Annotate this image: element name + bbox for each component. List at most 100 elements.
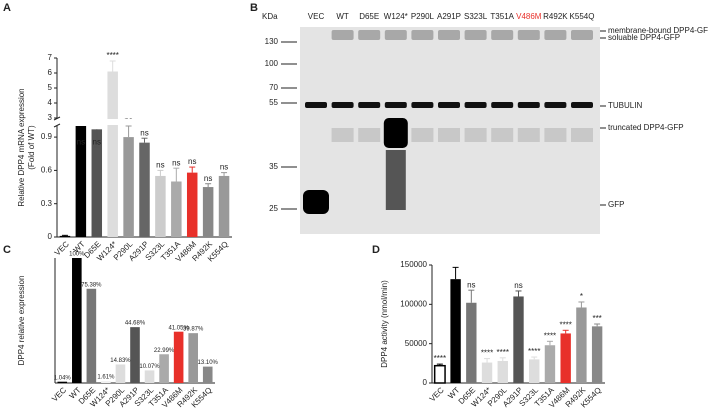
tubulin-band xyxy=(491,102,514,108)
dpp4-band xyxy=(358,30,381,40)
value-label: 100% xyxy=(69,252,85,258)
bar xyxy=(529,359,540,383)
bar xyxy=(123,137,134,237)
value-label: 10.07% xyxy=(139,364,160,370)
bar xyxy=(544,345,556,383)
lane-label: W124* xyxy=(384,12,408,21)
bar xyxy=(481,362,493,383)
bar xyxy=(91,129,103,237)
significance: ns xyxy=(188,157,196,166)
y-axis-label: DPP4 activity (nmol/min) xyxy=(380,280,389,368)
marker-label: 25 xyxy=(269,204,278,213)
dpp4-band xyxy=(517,30,540,40)
tubulin-band xyxy=(331,102,354,108)
y-axis-label: DPP4 relative expression xyxy=(17,276,26,366)
lane-label: P290L xyxy=(411,12,435,21)
dpp4-band xyxy=(491,30,514,40)
tubulin-band xyxy=(384,102,407,108)
value-label: 44.68% xyxy=(125,321,146,327)
bar xyxy=(450,279,461,383)
lane-label: D65E xyxy=(359,12,379,21)
tubulin-band xyxy=(517,102,540,108)
value-label: 1.61% xyxy=(97,375,115,381)
significance: **** xyxy=(497,348,509,357)
dpp4-band xyxy=(331,30,354,40)
blot-unit: KDa xyxy=(262,12,278,21)
bar xyxy=(159,354,169,383)
bar xyxy=(75,126,87,237)
bar xyxy=(202,187,214,237)
marker-label: 70 xyxy=(269,83,278,92)
band-label: membrane-bound DPP4-GFP xyxy=(608,26,708,35)
x-tick-label: VEC xyxy=(50,385,68,403)
significance: **** xyxy=(106,51,118,60)
marker-label: 55 xyxy=(269,98,278,107)
significance: **** xyxy=(528,347,540,356)
lane-label: WT xyxy=(336,12,349,21)
band-label: TUBULIN xyxy=(608,101,642,110)
y-tick-label: 0.3 xyxy=(41,199,53,208)
bar xyxy=(560,333,571,383)
tubulin-band xyxy=(438,102,460,108)
significance: ns xyxy=(156,161,164,170)
bar xyxy=(186,172,198,237)
bar xyxy=(433,364,446,384)
bar xyxy=(576,307,587,383)
smear xyxy=(491,128,514,142)
tubulin-band xyxy=(544,102,567,108)
bar xyxy=(72,258,82,383)
tubulin-band xyxy=(571,102,593,108)
significance: ns xyxy=(77,137,85,146)
bar xyxy=(59,235,71,237)
value-label: 1.04% xyxy=(54,375,72,381)
smear xyxy=(411,128,434,142)
y-tick-label: 6 xyxy=(48,68,53,77)
lane-label: T351A xyxy=(490,12,514,21)
significance: ns xyxy=(514,281,522,290)
tubulin-band xyxy=(305,102,327,108)
lane-label: VEC xyxy=(308,12,325,21)
smear xyxy=(438,128,460,142)
value-label: 13.10% xyxy=(198,360,219,366)
significance: *** xyxy=(592,314,601,323)
bar xyxy=(130,327,140,383)
smear xyxy=(544,128,567,142)
value-label: 75.38% xyxy=(81,282,102,288)
bar xyxy=(591,326,603,383)
lane-label: R492K xyxy=(543,12,568,21)
significance: ns xyxy=(140,128,148,137)
y-tick-label: 150000 xyxy=(400,260,427,269)
tubulin-band xyxy=(411,102,434,108)
significance: **** xyxy=(559,320,571,329)
bar xyxy=(86,288,97,383)
smear xyxy=(464,128,487,142)
value-label: 41.05% xyxy=(168,325,189,331)
panel-label: D xyxy=(372,244,380,256)
dpp4-band xyxy=(438,30,460,40)
dpp4-band xyxy=(544,30,567,40)
bar xyxy=(144,370,155,383)
significance: ns xyxy=(204,174,212,183)
bar xyxy=(155,175,166,237)
truncated-band xyxy=(383,118,408,148)
y-axis-label: (Fold of WT) xyxy=(27,125,36,170)
significance: * xyxy=(580,292,583,301)
value-label: 22.99% xyxy=(154,348,175,354)
bar xyxy=(171,181,182,237)
gfp-band xyxy=(303,190,329,214)
bar xyxy=(188,333,198,383)
y-tick-label: 0.9 xyxy=(41,132,53,141)
panel-label: A xyxy=(3,2,11,14)
smear xyxy=(358,128,381,142)
y-tick-label: 0 xyxy=(48,232,53,241)
dpp4-band xyxy=(464,30,487,40)
value-label: 39.87% xyxy=(183,327,204,333)
lane-label: S323L xyxy=(464,12,488,21)
significance: ns xyxy=(220,163,228,172)
bar xyxy=(115,364,126,383)
bar xyxy=(497,360,508,383)
significance: ns xyxy=(172,158,180,167)
bar xyxy=(139,142,150,237)
significance: **** xyxy=(434,354,446,363)
